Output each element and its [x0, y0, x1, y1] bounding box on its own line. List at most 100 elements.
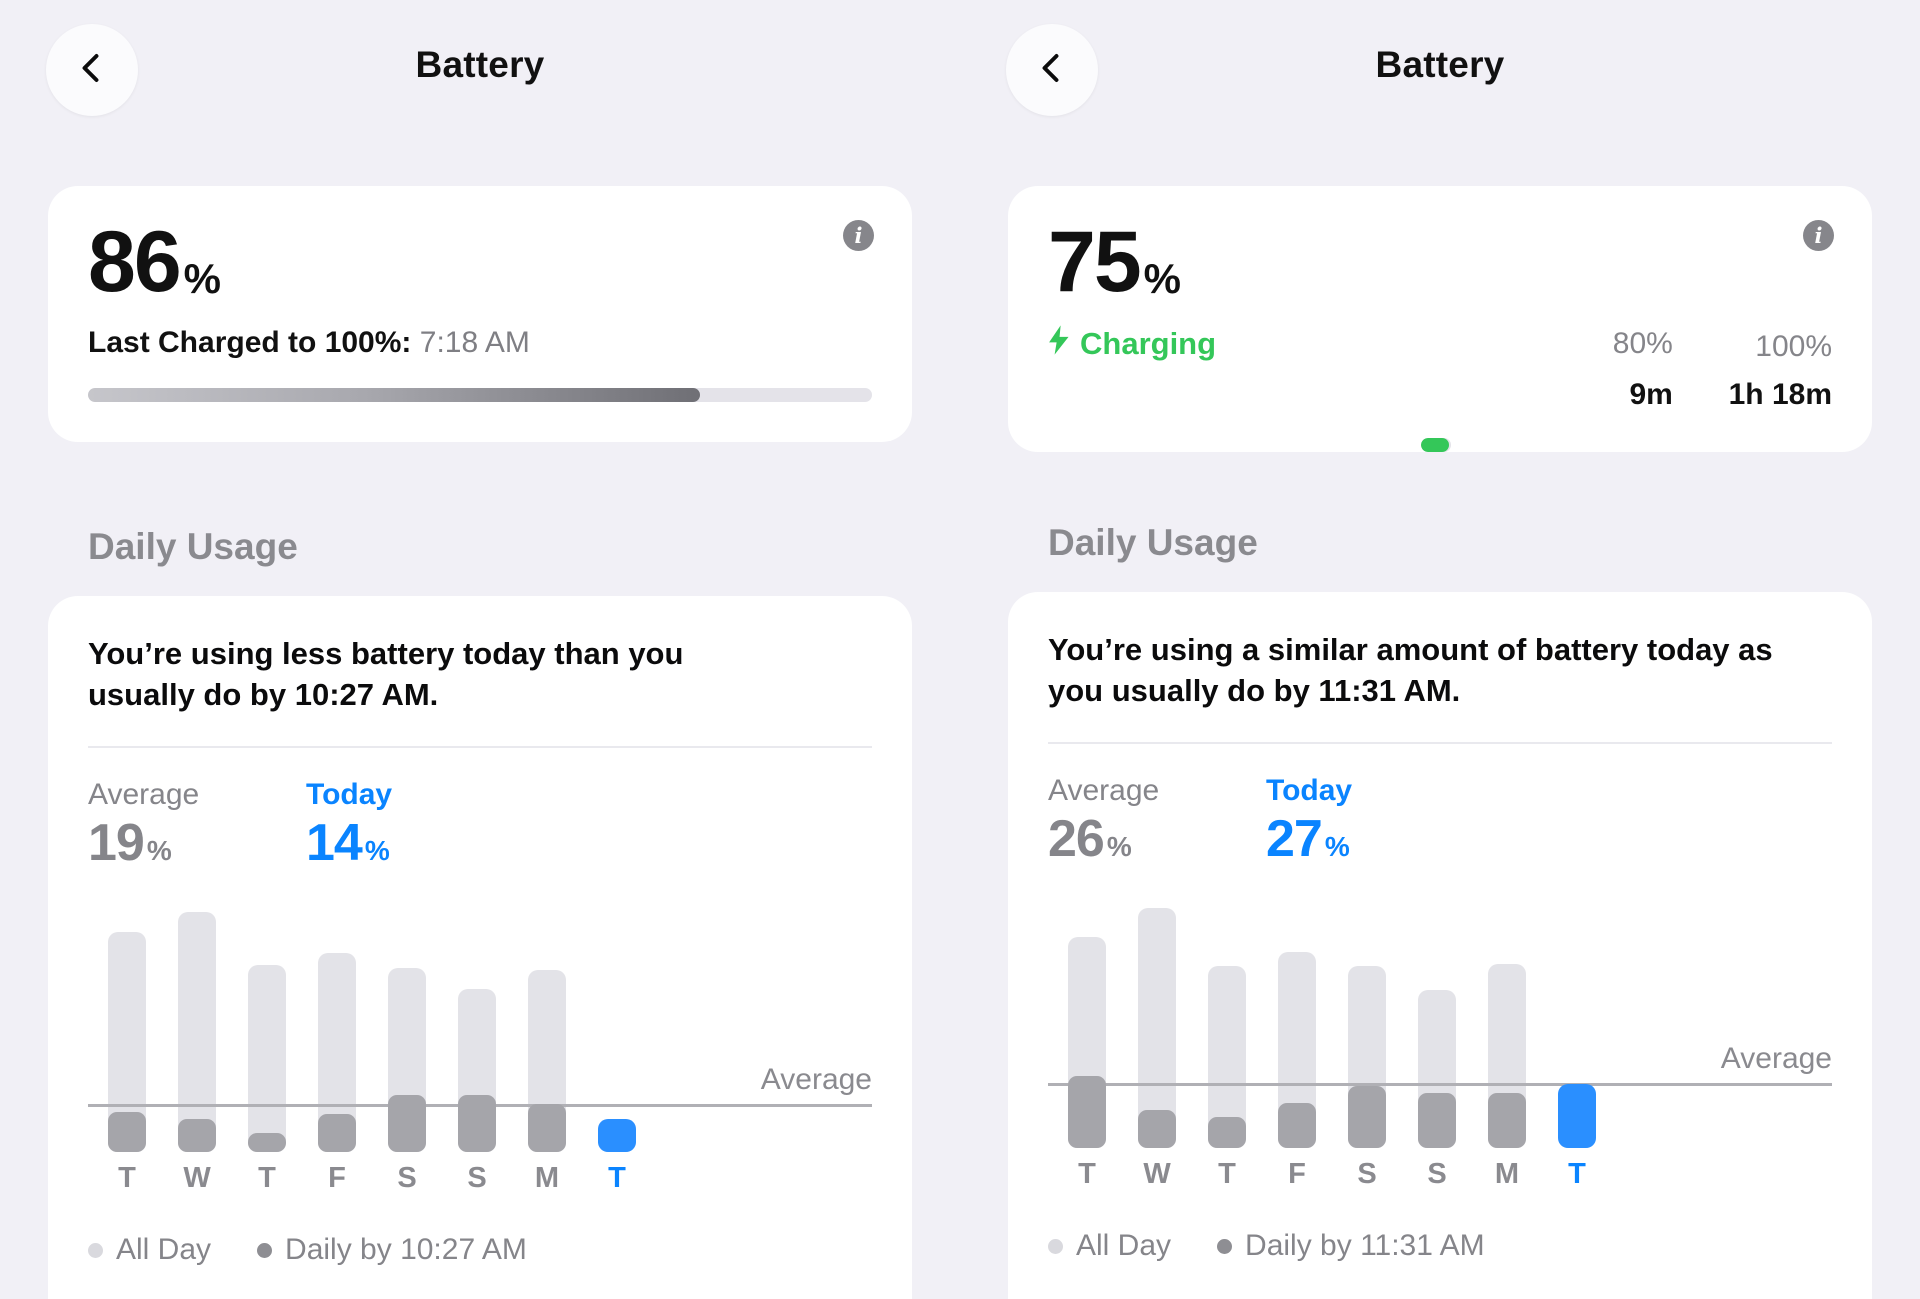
stat-today-label: Today	[1266, 773, 1353, 807]
chart-bar-daily	[1138, 1109, 1176, 1149]
battery-panel-right: Battery 75 % i Charging 80% 100%	[960, 0, 1920, 1299]
chevron-left-icon	[74, 50, 110, 91]
chart-day-slot-5[interactable]	[442, 912, 512, 1153]
chart-x-label: T	[608, 1162, 626, 1195]
legend-item-all-day: All Day	[88, 1233, 211, 1267]
chart-x-label: S	[467, 1162, 487, 1195]
daily-usage-header: Daily Usage	[88, 525, 298, 567]
chart-day-slot-0[interactable]	[92, 912, 162, 1153]
legend-item-daily-by: Daily by 11:31 AM	[1217, 1229, 1485, 1263]
chart-bar-daily	[1488, 1093, 1526, 1149]
last-charged-label: Last Charged to 100%:	[88, 325, 412, 359]
charging-times-row: 9m 1h 18m	[1048, 378, 1832, 412]
chart-bar-all	[178, 912, 216, 1153]
chart-plot: Average	[1048, 908, 1832, 1149]
average-line-label: Average	[1720, 1041, 1832, 1075]
stat-today-unit: %	[1324, 831, 1350, 863]
back-button[interactable]	[1006, 24, 1098, 116]
chart-day-slot-1[interactable]	[1122, 908, 1192, 1149]
chart-bar-daily	[388, 1094, 426, 1153]
chart-x-label: W	[183, 1162, 211, 1195]
chart-day-slot-6[interactable]	[512, 912, 582, 1153]
divider	[1048, 741, 1832, 744]
stat-average-unit: %	[1106, 831, 1132, 863]
battery-percent-unit: %	[1143, 254, 1182, 302]
stat-today-value: 14	[306, 813, 363, 872]
last-charged-time: 7:18 AM	[419, 325, 530, 359]
chart-bar-daily	[108, 1111, 146, 1153]
daily-usage-chart[interactable]: Average T W T F S S M T	[88, 912, 872, 1195]
chart-bar-daily	[1278, 1102, 1316, 1149]
daily-usage-chart[interactable]: Average T W T F S S M T	[1048, 908, 1832, 1191]
last-charged-line: Last Charged to 100%: 7:18 AM	[88, 326, 872, 360]
chevron-left-icon	[1034, 50, 1070, 91]
chart-day-slot-4[interactable]	[372, 912, 442, 1153]
chart-x-label: M	[534, 1162, 560, 1195]
info-icon[interactable]: i	[1803, 220, 1834, 251]
stat-today-value: 27	[1266, 809, 1323, 868]
chart-x-label: T	[118, 1162, 136, 1195]
chart-legend: All Day Daily by 11:31 AM	[1048, 1229, 1832, 1263]
chart-bar-daily	[528, 1104, 566, 1153]
info-icon[interactable]: i	[843, 220, 874, 251]
chart-plot: Average	[88, 912, 872, 1153]
chart-bar-all	[248, 965, 286, 1153]
legend-dot-all-day	[88, 1242, 103, 1258]
chart-day-slot-4[interactable]	[1332, 908, 1402, 1149]
chart-day-slot-5[interactable]	[1402, 908, 1472, 1149]
legend-label: All Day	[116, 1233, 212, 1267]
average-line-label: Average	[760, 1062, 872, 1096]
milestone-80-label: 80%	[1612, 326, 1673, 360]
usage-stats: Average 19 % Today 14 %	[88, 778, 872, 872]
battery-percent: 75 %	[1048, 219, 1832, 305]
daily-usage-card: You’re using a similar amount of battery…	[1008, 591, 1872, 1299]
legend-item-all-day: All Day	[1048, 1229, 1171, 1263]
chart-legend: All Day Daily by 10:27 AM	[88, 1233, 872, 1267]
milestone-100-label: 100%	[1755, 329, 1832, 363]
chart-day-slot-6[interactable]	[1472, 908, 1542, 1149]
chart-bar-daily	[1208, 1117, 1246, 1149]
chart-day-slot-3[interactable]	[1262, 908, 1332, 1149]
chart-x-label: T	[1078, 1158, 1096, 1191]
chart-day-slot-3[interactable]	[302, 912, 372, 1153]
battery-level-bar	[88, 387, 872, 402]
chart-x-label: T	[258, 1162, 276, 1195]
stat-average: Average 26 %	[1048, 774, 1266, 865]
time-to-80: 9m	[1629, 377, 1673, 411]
battery-percent-value: 86	[88, 214, 182, 310]
average-line	[1048, 1082, 1832, 1086]
legend-dot-daily-by	[257, 1242, 273, 1258]
chart-x-label: S	[1427, 1158, 1447, 1191]
battery-panel-left: Battery 86 % i Last Charged to 100%: 7:1…	[0, 0, 960, 1299]
divider	[88, 745, 872, 748]
bolt-icon	[1048, 324, 1070, 364]
chart-bar-all	[1138, 908, 1176, 1149]
stat-today-unit: %	[364, 835, 390, 867]
chart-bar-daily	[458, 1094, 496, 1153]
charging-label: Charging	[1080, 325, 1217, 361]
legend-dot-daily-by	[1217, 1238, 1233, 1254]
back-button[interactable]	[46, 24, 138, 116]
nav-header: Battery	[960, 0, 1920, 140]
charging-segment-to-80	[1421, 437, 1452, 452]
page-title: Battery	[415, 44, 545, 85]
chart-day-slot-2[interactable]	[1192, 908, 1262, 1149]
battery-percent: 86 %	[88, 214, 872, 310]
usage-headline: You’re using less battery today than you…	[88, 635, 684, 712]
nav-header: Battery	[0, 0, 960, 140]
battery-charging-card: 75 % i Charging 80% 100%	[1008, 186, 1872, 452]
chart-day-slot-0[interactable]	[1052, 908, 1122, 1149]
battery-level-card: 86 % i Last Charged to 100%: 7:18 AM	[48, 186, 912, 442]
chart-x-label: F	[1288, 1158, 1306, 1191]
time-to-100: 1h 18m	[1728, 377, 1832, 411]
chart-day-slot-2[interactable]	[232, 912, 302, 1153]
chart-day-slot-7[interactable]	[1542, 908, 1612, 1149]
chart-day-slot-1[interactable]	[162, 912, 232, 1153]
chart-bar-daily	[1418, 1093, 1456, 1149]
legend-label: Daily by 11:31 AM	[1245, 1229, 1485, 1263]
chart-day-slot-7[interactable]	[582, 912, 652, 1153]
battery-percent-unit: %	[183, 254, 222, 302]
